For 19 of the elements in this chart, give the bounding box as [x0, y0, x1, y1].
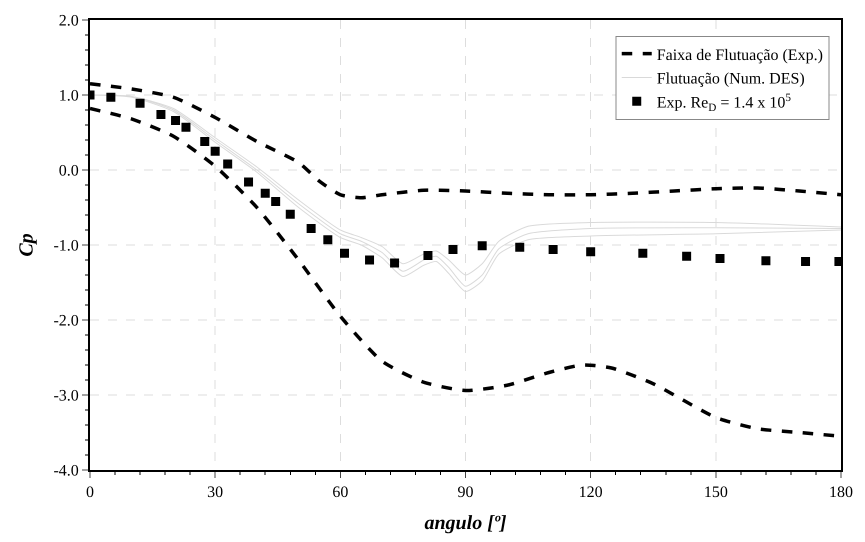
x-axis-title: angulo [º]: [424, 512, 507, 534]
y-tick-label: 2.0: [58, 12, 79, 30]
legend-label: Flutuação (Num. DES): [656, 70, 805, 88]
y-tick-label: -3.0: [53, 388, 79, 405]
legend-label: Exp. Re$_{D}$ = 1.4 x 10$^{5}$: [656, 92, 792, 114]
x-tick-label: 0: [86, 484, 94, 502]
x-tick-label: 60: [332, 484, 348, 502]
y-tick-label: -2.0: [53, 312, 79, 330]
y-tick-label: -4.0: [53, 462, 79, 480]
x-tick-label: 120: [578, 484, 603, 502]
y-tick-label: 1.0: [58, 88, 79, 105]
x-tick-label: 90: [458, 484, 474, 502]
y-tick-label: 0.0: [58, 162, 79, 180]
y-axis-title: Cp: [15, 233, 38, 257]
x-tick-label: 150: [704, 484, 728, 502]
x-tick-label: 30: [207, 484, 224, 502]
legend-label: Faixa de Flutuação (Exp.): [656, 46, 823, 64]
x-tick-label: 180: [829, 484, 853, 502]
y-tick-label: -1.0: [53, 238, 79, 255]
